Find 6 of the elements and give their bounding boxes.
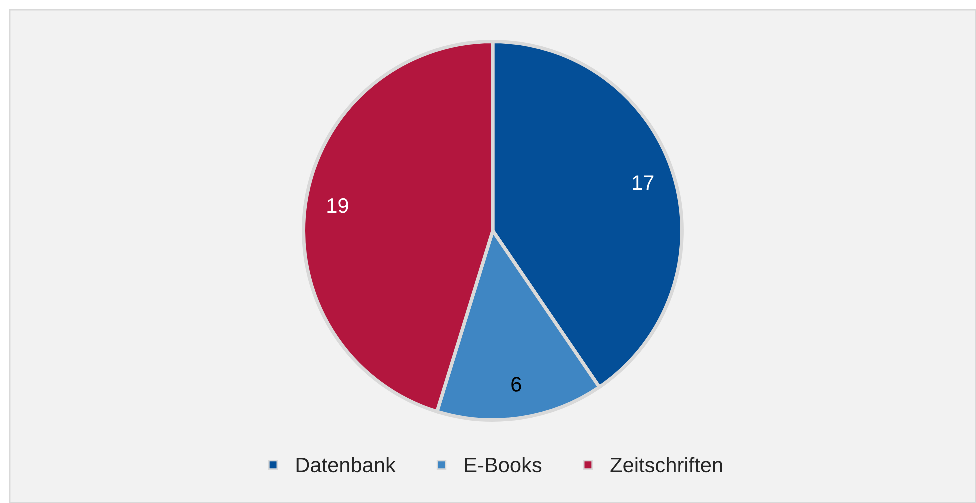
- data-label: 17: [633, 176, 654, 190]
- legend-label: Zeitschriften: [610, 457, 722, 473]
- legend-label: Datenbank: [296, 457, 396, 473]
- legend-label: E-Books: [465, 457, 542, 473]
- data-label: 19: [328, 198, 348, 214]
- data-label: 6: [512, 377, 522, 392]
